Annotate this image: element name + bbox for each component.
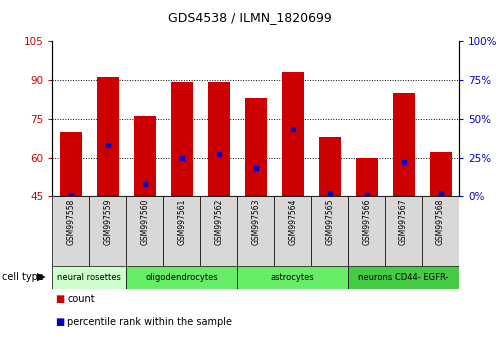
Bar xyxy=(385,196,422,266)
Text: GSM997561: GSM997561 xyxy=(177,199,186,245)
Bar xyxy=(245,98,267,196)
Text: count: count xyxy=(67,294,95,304)
Text: GSM997560: GSM997560 xyxy=(140,199,149,245)
Bar xyxy=(274,196,311,266)
Bar xyxy=(208,82,230,196)
Bar xyxy=(126,196,163,266)
Text: GSM997562: GSM997562 xyxy=(214,199,223,245)
Bar xyxy=(60,132,82,196)
Text: GSM997568: GSM997568 xyxy=(436,199,445,245)
Text: neural rosettes: neural rosettes xyxy=(57,273,121,281)
Bar xyxy=(134,116,156,196)
Bar xyxy=(52,196,89,266)
Bar xyxy=(356,158,378,196)
Bar xyxy=(200,196,237,266)
Bar xyxy=(422,196,459,266)
Text: GSM997563: GSM997563 xyxy=(251,199,260,245)
Text: cell type: cell type xyxy=(2,272,44,282)
Text: percentile rank within the sample: percentile rank within the sample xyxy=(67,317,233,327)
Text: ■: ■ xyxy=(55,294,64,304)
Text: GDS4538 / ILMN_1820699: GDS4538 / ILMN_1820699 xyxy=(168,11,331,24)
Text: GSM997566: GSM997566 xyxy=(362,199,371,245)
Text: neurons CD44- EGFR-: neurons CD44- EGFR- xyxy=(358,273,449,281)
Bar xyxy=(52,266,126,289)
Bar xyxy=(97,77,119,196)
Bar xyxy=(281,72,304,196)
Text: GSM997559: GSM997559 xyxy=(103,199,112,245)
Bar xyxy=(430,152,452,196)
Bar xyxy=(237,266,348,289)
Text: GSM997564: GSM997564 xyxy=(288,199,297,245)
Bar xyxy=(348,196,385,266)
Text: GSM997565: GSM997565 xyxy=(325,199,334,245)
Text: astrocytes: astrocytes xyxy=(271,273,314,281)
Bar xyxy=(89,196,126,266)
Bar xyxy=(163,196,200,266)
Text: ■: ■ xyxy=(55,317,64,327)
Bar xyxy=(171,82,193,196)
Bar xyxy=(237,196,274,266)
Text: GSM997567: GSM997567 xyxy=(399,199,408,245)
Bar xyxy=(318,137,341,196)
Bar xyxy=(393,93,415,196)
Bar xyxy=(311,196,348,266)
Bar xyxy=(348,266,459,289)
Text: GSM997558: GSM997558 xyxy=(66,199,75,245)
Text: ▶: ▶ xyxy=(36,272,45,282)
Text: oligodendrocytes: oligodendrocytes xyxy=(145,273,218,281)
Bar xyxy=(126,266,237,289)
